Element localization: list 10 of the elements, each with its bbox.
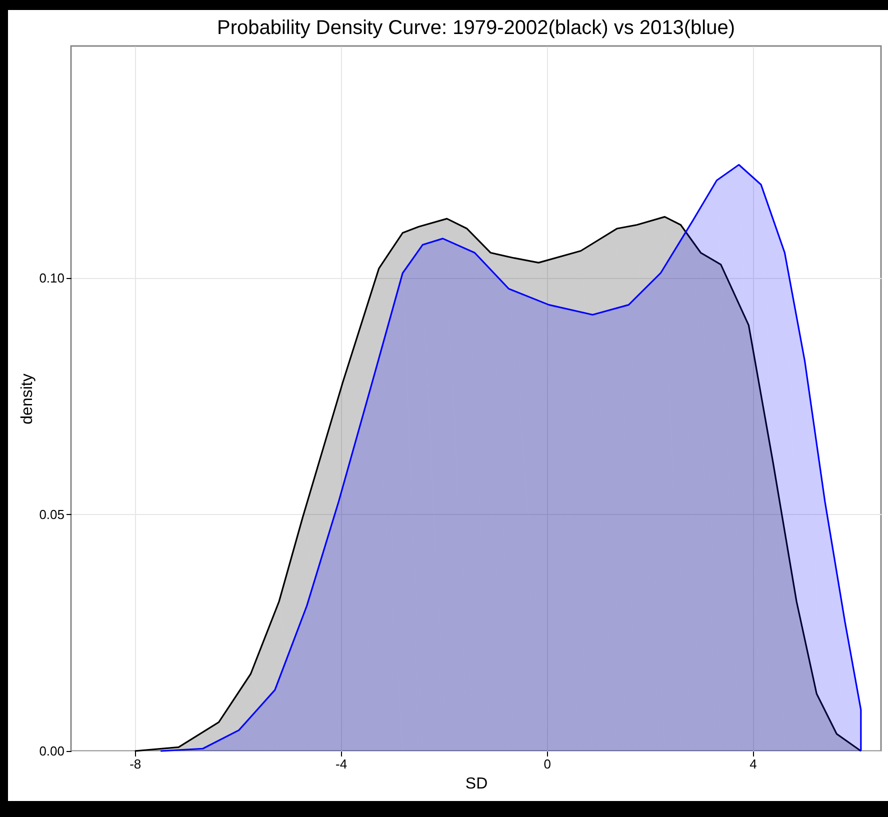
x-tick-label: -8: [130, 756, 142, 772]
chart-title: Probability Density Curve: 1979-2002(black) vs 2013(blue): [216, 17, 736, 39]
x-tick-label: -4: [336, 756, 348, 772]
y-axis-title: density: [19, 374, 36, 424]
x-tick-label: 4: [750, 756, 757, 772]
y-tick-label: 0.10: [39, 270, 64, 286]
x-tick-label: 0: [544, 756, 551, 772]
x-axis-title: SD: [465, 776, 488, 792]
y-tick-label: 0.05: [39, 506, 64, 522]
y-tick-label: 0.00: [39, 744, 64, 758]
